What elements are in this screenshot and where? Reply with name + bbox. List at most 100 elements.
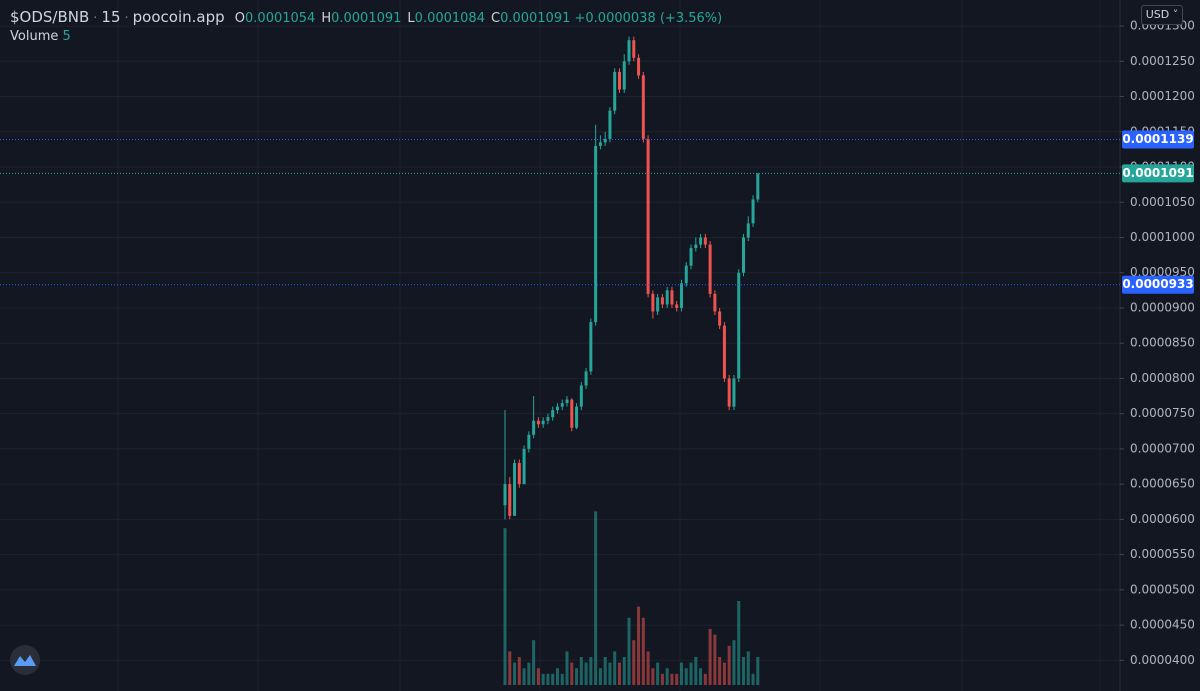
candle-body (503, 484, 507, 506)
currency-button[interactable]: USD ˅ (1141, 5, 1183, 25)
legend: $ODS/BNB · 15 · poocoin.app O0.0001054 H0.000… (10, 7, 722, 47)
volume-bar (732, 640, 736, 685)
candle-body (508, 484, 512, 516)
volume-bar (713, 634, 717, 685)
volume-bar (651, 668, 655, 685)
ohlc-key: L (407, 11, 415, 26)
ohlc-key: H (321, 11, 332, 26)
volume-bar (536, 668, 540, 685)
volume-bar (679, 662, 683, 685)
candle-body (656, 297, 660, 312)
volume-bar (718, 657, 722, 685)
volume-bar (541, 673, 545, 685)
volume-bar (708, 629, 712, 685)
volume-bar (684, 668, 688, 685)
volume-bar (641, 617, 645, 685)
volume-bar (699, 668, 703, 685)
candle-body (665, 290, 669, 305)
price-label-bg (1122, 164, 1194, 183)
candle-body (703, 237, 707, 245)
volume-bar (603, 657, 607, 685)
price-label: 0.0001091 (1122, 166, 1193, 180)
ohlc-key: C (490, 11, 501, 26)
candle-body (584, 371, 588, 386)
price-label-bg (1122, 275, 1194, 294)
y-tick-label: 0.0001250 (1130, 54, 1195, 68)
volume-bar (746, 651, 750, 685)
candle-body (732, 378, 736, 407)
candle-body (617, 71, 621, 90)
y-tick-label: 0.0001050 (1130, 195, 1195, 209)
volume-bar (613, 651, 617, 685)
y-tick-label: 0.0000850 (1130, 336, 1195, 350)
volume-bar (627, 617, 631, 685)
volume-name: Volume (10, 29, 59, 44)
volume-value: 5 (62, 29, 71, 44)
volume-bar (670, 673, 674, 685)
volume-bar (517, 657, 521, 685)
volume-bar (589, 657, 593, 685)
volume-bar (675, 673, 679, 685)
volume-bar (660, 673, 664, 685)
y-tick-label: 0.0000500 (1130, 582, 1195, 596)
candle-body (555, 406, 559, 411)
time-grid (0, 0, 1120, 691)
candle-body (546, 417, 550, 421)
candle-body (670, 290, 674, 305)
candle-body (722, 325, 726, 379)
volume-bar (594, 511, 598, 685)
volume-bar (608, 662, 612, 685)
logo-circle (10, 645, 40, 675)
currency: USD (1145, 8, 1170, 21)
candle-body (646, 138, 650, 294)
candle-body (536, 420, 540, 425)
candle-body (608, 110, 612, 139)
separator: · (93, 11, 98, 26)
candle-body (613, 71, 617, 111)
volume-bar (637, 606, 641, 685)
ohlc-value: 0.0001091 (500, 11, 571, 26)
volume-bar (575, 668, 579, 685)
candle-body (689, 248, 693, 266)
candle-body (527, 434, 531, 449)
candle-body (551, 410, 555, 418)
logo (10, 645, 40, 675)
candle-body (598, 142, 602, 146)
candle-body (532, 420, 536, 435)
candle-body (651, 293, 655, 312)
candle-body (594, 145, 598, 323)
candle-body (513, 463, 517, 516)
candle-body (641, 75, 645, 139)
volume-bar (722, 662, 726, 685)
candle-body (579, 385, 583, 407)
y-tick-label: 0.0000900 (1130, 300, 1195, 314)
candle-body (660, 297, 664, 305)
volume-bar (555, 668, 559, 685)
candle-body (589, 322, 593, 372)
y-tick-label: 0.0000450 (1130, 618, 1195, 632)
volume-bar (742, 657, 745, 685)
volume-bar (522, 668, 526, 685)
candle-body (632, 40, 636, 58)
volume-bar (694, 657, 698, 685)
candle-body (603, 138, 607, 143)
candle-body (718, 311, 722, 326)
interval: 15 (101, 8, 121, 26)
candle-body (699, 237, 703, 245)
y-tick-label: 0.0000750 (1130, 406, 1195, 420)
volume-bar (508, 651, 512, 685)
volume-bar (551, 673, 555, 685)
y-tick-label: 0.0000650 (1130, 477, 1195, 491)
candle-body (694, 244, 698, 249)
volume-bar (560, 673, 564, 685)
price-label: 0.0000933 (1122, 277, 1193, 291)
volume-bar (579, 657, 583, 685)
candle-body (727, 378, 731, 407)
ohlc-value: 0.0001054 (245, 11, 316, 26)
volume-bar (632, 640, 636, 685)
change: +0.0000038 (574, 11, 656, 26)
volume-bar (503, 528, 507, 685)
candle-body (637, 57, 641, 76)
